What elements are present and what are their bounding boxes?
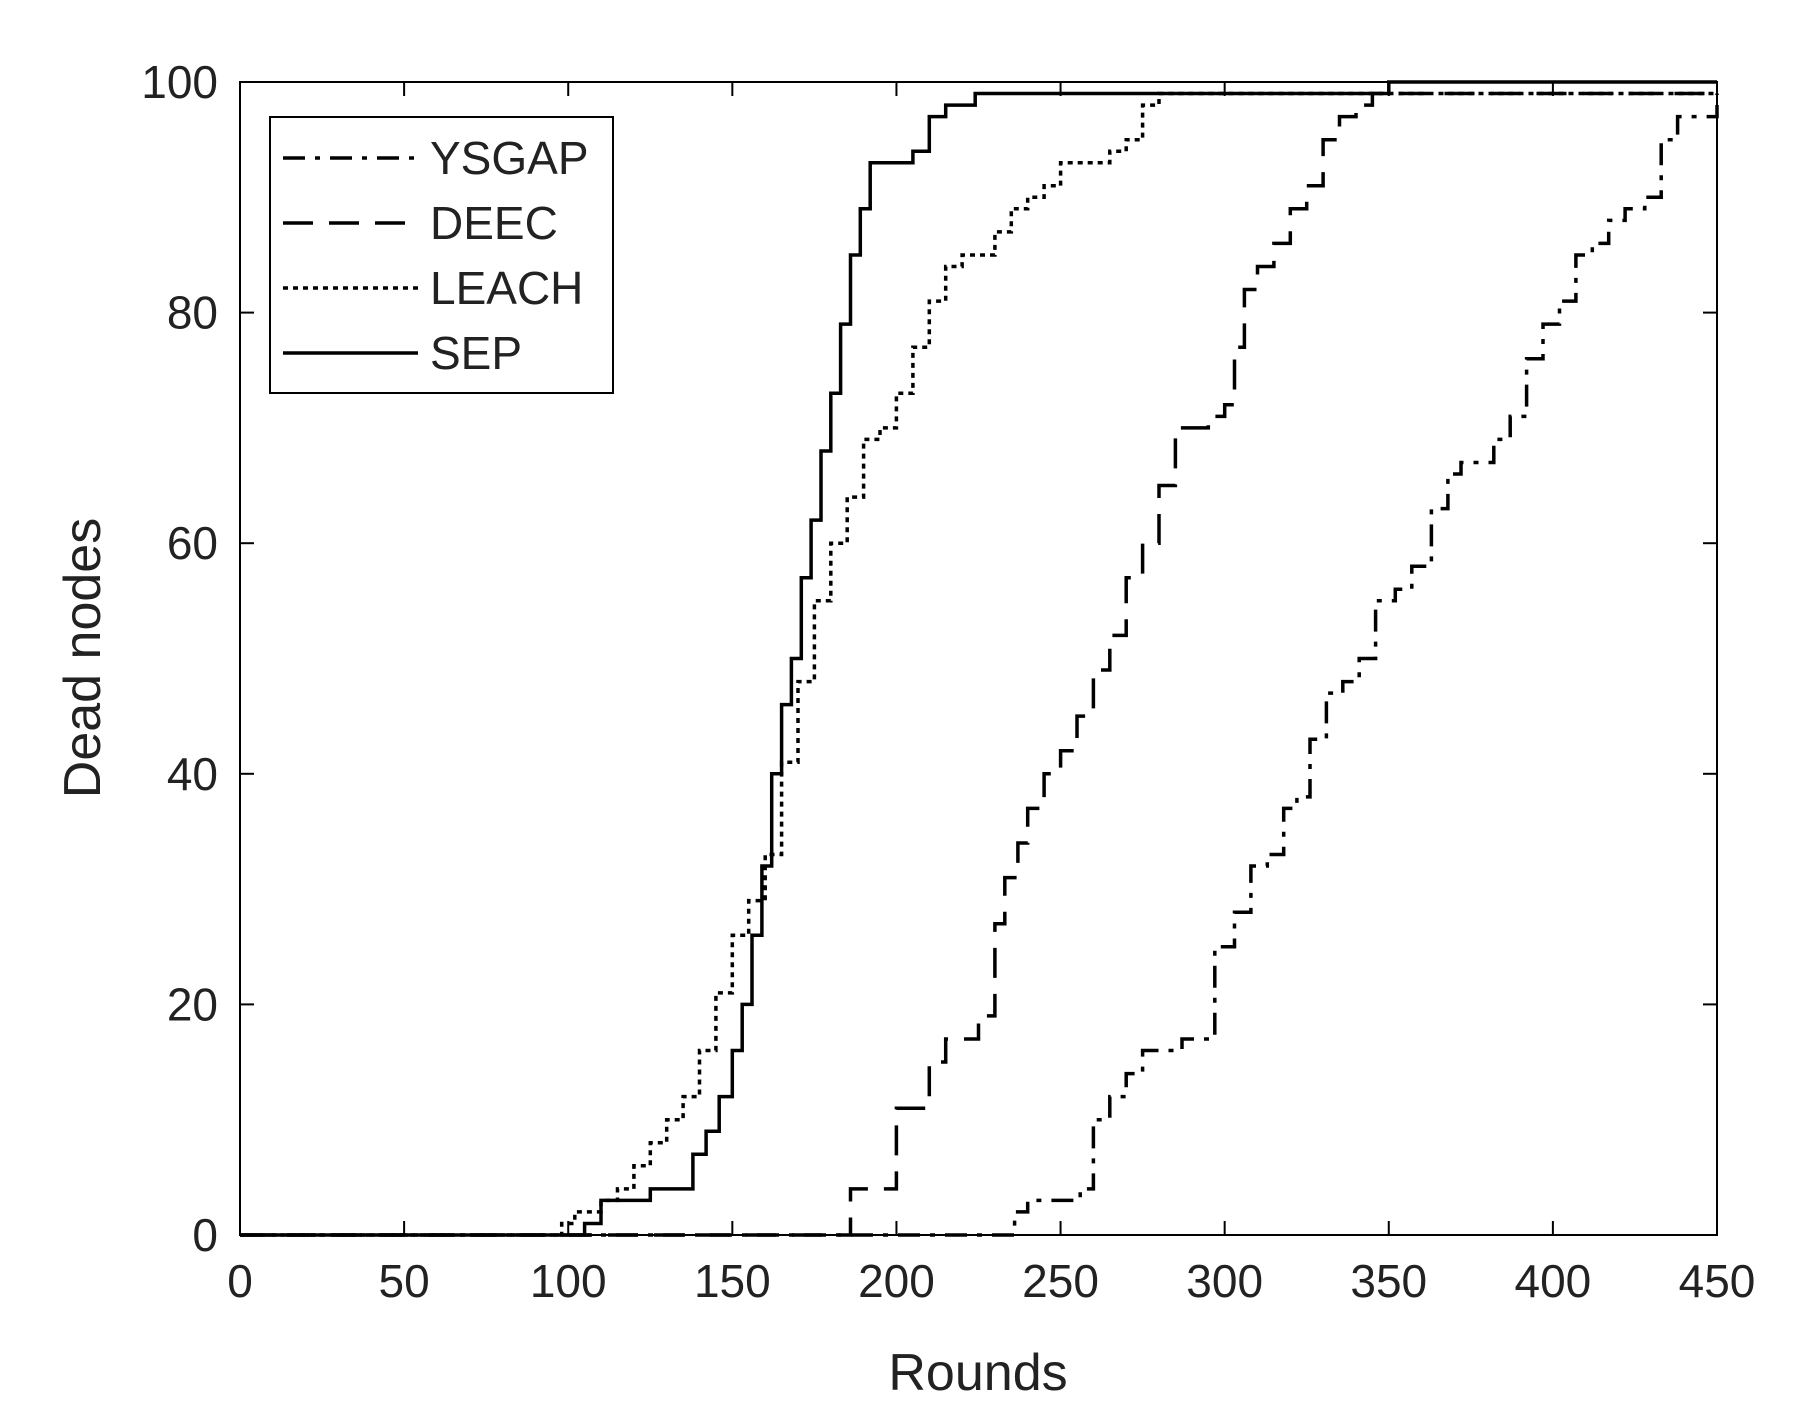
plot-area-frame — [239, 81, 1718, 1236]
legend: YSGAP DEEC LEACH SEP — [269, 116, 614, 394]
x-tick-label: 200 — [858, 1255, 935, 1307]
y-tick-label: 100 — [141, 56, 218, 108]
x-tick-label: 350 — [1350, 1255, 1427, 1307]
y-tick-label: 20 — [167, 978, 218, 1030]
x-tick-label: 0 — [227, 1255, 253, 1307]
y-tick-label: 60 — [167, 517, 218, 569]
x-tick-label: 100 — [530, 1255, 607, 1307]
y-axis-label: Dead nodes — [54, 518, 112, 798]
legend-label-ysgap: YSGAP — [430, 132, 589, 184]
x-axis-label: Rounds — [888, 1344, 1067, 1402]
x-tick-label: 50 — [379, 1255, 430, 1307]
axis-ticks: 0 50 100 150 200 250 300 350 400 450 0 20 40 60 80 100 — [141, 56, 1755, 1307]
x-tick-label: 300 — [1186, 1255, 1263, 1307]
x-tick-label: 450 — [1679, 1255, 1756, 1307]
y-tick-label: 80 — [167, 287, 218, 339]
series-layer — [240, 80, 1719, 1237]
series-line-sep — [240, 80, 1717, 1237]
series-line-deec — [240, 91, 1717, 1237]
x-tick-label: 400 — [1515, 1255, 1592, 1307]
y-tick-label: 40 — [167, 748, 218, 800]
series-line-ysgap — [240, 93, 1719, 1237]
series-line-leach — [240, 91, 1717, 1237]
legend-label-leach: LEACH — [430, 262, 583, 314]
x-tick-label: 250 — [1022, 1255, 1099, 1307]
legend-box — [269, 116, 614, 394]
x-tick-label: 150 — [694, 1255, 771, 1307]
y-tick-label: 0 — [192, 1209, 218, 1261]
legend-label-deec: DEEC — [430, 197, 558, 249]
legend-label-sep: SEP — [430, 327, 522, 379]
